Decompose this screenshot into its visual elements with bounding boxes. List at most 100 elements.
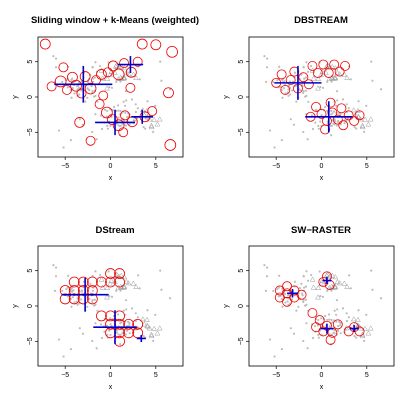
micro-cluster bbox=[98, 90, 109, 101]
data-point bbox=[138, 287, 141, 290]
data-point bbox=[334, 104, 338, 107]
data-point bbox=[265, 57, 269, 60]
micro-cluster bbox=[96, 69, 107, 80]
data-point bbox=[134, 103, 137, 106]
x-tick-label: −5 bbox=[61, 163, 69, 170]
data-point bbox=[328, 318, 331, 321]
data-point-triangle bbox=[343, 116, 350, 122]
macro-cluster bbox=[274, 65, 322, 100]
data-point bbox=[337, 324, 340, 328]
data-point bbox=[327, 313, 331, 316]
micro-cluster bbox=[123, 318, 135, 330]
data-point bbox=[303, 286, 306, 289]
data-point bbox=[370, 269, 373, 272]
micro-cluster bbox=[332, 114, 343, 125]
data-point bbox=[91, 130, 94, 134]
data-point bbox=[311, 336, 315, 340]
data-point bbox=[278, 274, 281, 277]
micro-cluster bbox=[62, 85, 72, 95]
micro-cluster bbox=[120, 110, 130, 121]
data-point bbox=[339, 324, 342, 327]
data-point-triangle bbox=[115, 75, 122, 82]
micro-cluster bbox=[67, 71, 78, 83]
panel-1: Sliding window + k-Means (weighted) −5 0 5 −… bbox=[12, 15, 199, 182]
data-point bbox=[125, 308, 128, 311]
data-point-triangle bbox=[104, 284, 111, 291]
data-point bbox=[371, 288, 374, 291]
data-point bbox=[115, 80, 118, 83]
x-tick-label: 0 bbox=[320, 372, 324, 379]
data-point bbox=[276, 288, 279, 291]
data-point bbox=[71, 296, 74, 299]
y-tick-label: −5 bbox=[27, 128, 34, 136]
data-point bbox=[94, 322, 97, 325]
data-point bbox=[154, 313, 157, 316]
data-point bbox=[330, 113, 333, 116]
data-point bbox=[119, 109, 122, 113]
y-tick-label: −5 bbox=[238, 337, 245, 345]
data-point bbox=[298, 286, 301, 290]
data-point bbox=[123, 104, 127, 107]
data-point-triangle bbox=[309, 276, 316, 282]
micro-cluster bbox=[289, 285, 300, 296]
macro-cluster bbox=[322, 277, 332, 285]
data-point bbox=[365, 313, 368, 316]
data-point bbox=[264, 289, 268, 292]
data-point bbox=[345, 312, 348, 315]
data-point bbox=[304, 89, 308, 92]
data-point bbox=[287, 294, 290, 297]
data-point bbox=[70, 287, 73, 290]
micro-cluster bbox=[282, 296, 292, 307]
data-point bbox=[292, 123, 296, 126]
micro-cluster bbox=[163, 87, 174, 99]
data-point bbox=[303, 77, 306, 80]
data-point bbox=[134, 312, 137, 315]
data-point bbox=[91, 300, 94, 304]
data-point bbox=[353, 335, 356, 338]
data-point bbox=[89, 282, 92, 285]
data-point-triangle bbox=[148, 122, 155, 128]
data-point bbox=[61, 289, 64, 293]
data-point-triangle bbox=[315, 284, 322, 291]
panel-3: DStream −5 0 5 −5 0 5 x y bbox=[12, 225, 184, 391]
data-point-triangle bbox=[146, 116, 153, 122]
data-point bbox=[88, 298, 91, 301]
data-point-triangle bbox=[315, 75, 322, 82]
data-point bbox=[54, 66, 58, 69]
micro-cluster bbox=[343, 110, 354, 121]
data-point bbox=[309, 273, 313, 277]
macro-cluster bbox=[61, 277, 109, 312]
micro-cluster bbox=[118, 127, 129, 138]
data-point-triangle bbox=[334, 69, 341, 76]
data-point bbox=[289, 118, 292, 121]
data-point bbox=[54, 275, 58, 278]
data-point bbox=[168, 297, 172, 300]
data-point bbox=[52, 55, 55, 58]
data-point bbox=[115, 329, 118, 332]
data-point bbox=[98, 64, 102, 68]
data-point bbox=[94, 303, 97, 306]
y-tick-label: 5 bbox=[27, 269, 34, 273]
data-point bbox=[347, 316, 350, 319]
data-point bbox=[78, 93, 81, 96]
panel-title: DBSTREAM bbox=[294, 15, 348, 26]
data-point bbox=[341, 98, 345, 101]
data-point bbox=[339, 322, 342, 325]
macro-cluster bbox=[54, 65, 113, 103]
data-point-triangle bbox=[144, 322, 150, 328]
data-point-triangle bbox=[365, 121, 372, 127]
data-point bbox=[81, 332, 85, 335]
data-point bbox=[124, 333, 128, 336]
data-point bbox=[107, 270, 110, 273]
data-point bbox=[65, 288, 68, 291]
data-point-triangle bbox=[355, 322, 361, 328]
data-point bbox=[263, 264, 266, 267]
data-point bbox=[305, 303, 308, 306]
data-point bbox=[302, 274, 305, 278]
data-point-triangle bbox=[310, 284, 317, 290]
data-point bbox=[345, 319, 349, 323]
data-point bbox=[300, 73, 303, 76]
data-point bbox=[128, 324, 131, 327]
data-point bbox=[160, 79, 163, 82]
micro-cluster bbox=[274, 285, 285, 296]
